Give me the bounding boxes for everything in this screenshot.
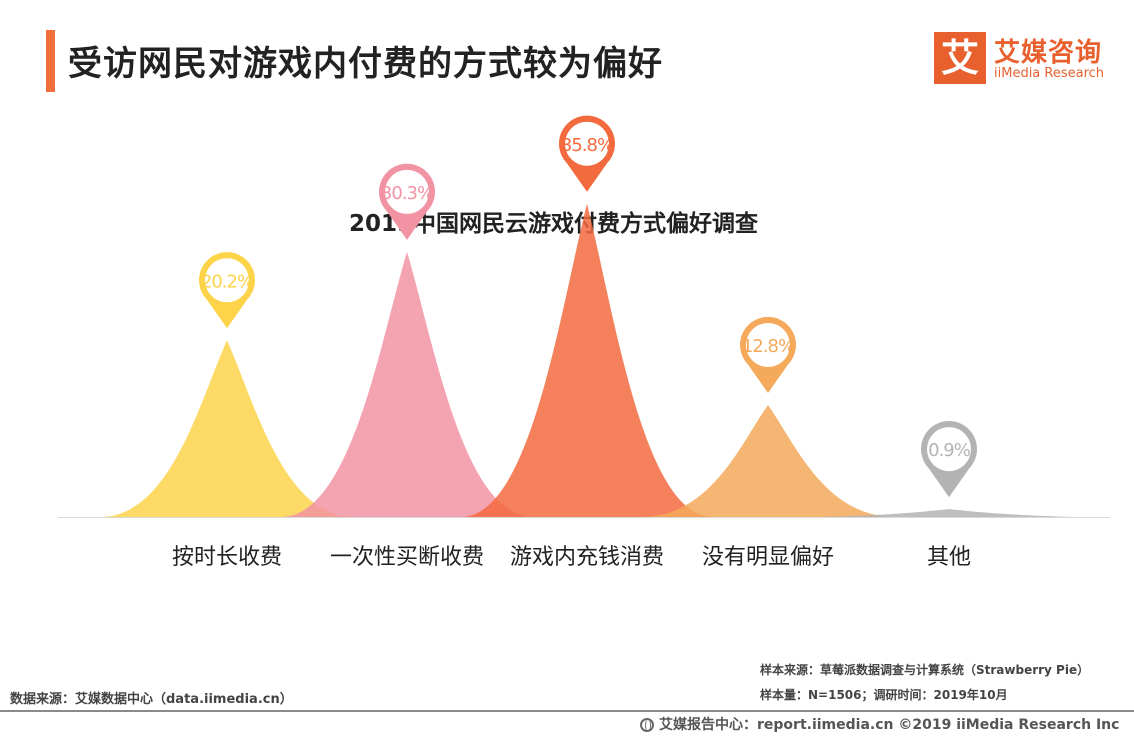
value-pin-5: 0.9% xyxy=(921,421,978,498)
footer-credit-text: 艾媒报告中心：report.iimedia.cn ©2019 iiMedia R… xyxy=(659,717,1120,733)
category-label: 一次性买断收费 xyxy=(330,545,484,570)
value-pin-2: 30.3% xyxy=(379,163,436,240)
iimedia-logo: 艾 艾媒咨询 iiMedia Research xyxy=(934,32,1120,86)
value-pin-3: 35.8% xyxy=(559,115,616,192)
data-label: 12.8% xyxy=(742,336,795,357)
title-accent-bar xyxy=(46,30,55,92)
data-label: 0.9% xyxy=(928,440,971,461)
category-label: 按时长收费 xyxy=(172,545,282,570)
sample-source-note: 样本来源：草莓派数据调查与计算系统（Strawberry Pie） xyxy=(760,663,1090,677)
pin-inner-circle xyxy=(385,169,429,214)
category-label: 没有明显偏好 xyxy=(702,545,834,570)
footer-divider xyxy=(0,710,1134,712)
pin-inner-circle xyxy=(565,121,609,166)
pin-inner-circle xyxy=(205,258,249,303)
area-spike-3 xyxy=(462,203,712,517)
data-label: 35.8% xyxy=(561,135,614,156)
area-spike-5 xyxy=(824,509,1074,517)
pin-inner-circle xyxy=(927,427,971,472)
footer-credit: 艾媒报告中心：report.iimedia.cn ©2019 iiMedia R… xyxy=(640,714,1119,734)
data-source-note: 数据来源：艾媒数据中心（data.iimedia.cn） xyxy=(10,692,293,707)
logo-chinese-name: 艾媒咨询 xyxy=(994,38,1103,68)
data-label: 30.3% xyxy=(381,183,434,204)
category-label: 游戏内充钱消费 xyxy=(510,545,664,570)
data-label: 20.2% xyxy=(201,271,254,292)
pin-inner-circle xyxy=(746,323,790,367)
sample-size-note: 样本量：N=1506；调研时间：2019年10月 xyxy=(760,688,1008,702)
area-spike-2 xyxy=(282,251,532,517)
logo-mark: 艾 xyxy=(934,32,986,84)
value-pin-1: 20.2% xyxy=(199,252,255,329)
category-label: 其他 xyxy=(927,545,971,570)
area-spike-1 xyxy=(102,340,352,517)
area-spike-4 xyxy=(643,405,893,517)
value-pin-4: 12.8% xyxy=(740,316,797,393)
logo-english-name: iiMedia Research xyxy=(994,66,1105,81)
page-title: 受访网民对游戏内付费的方式较为偏好 xyxy=(68,44,663,84)
globe-icon xyxy=(640,718,654,732)
